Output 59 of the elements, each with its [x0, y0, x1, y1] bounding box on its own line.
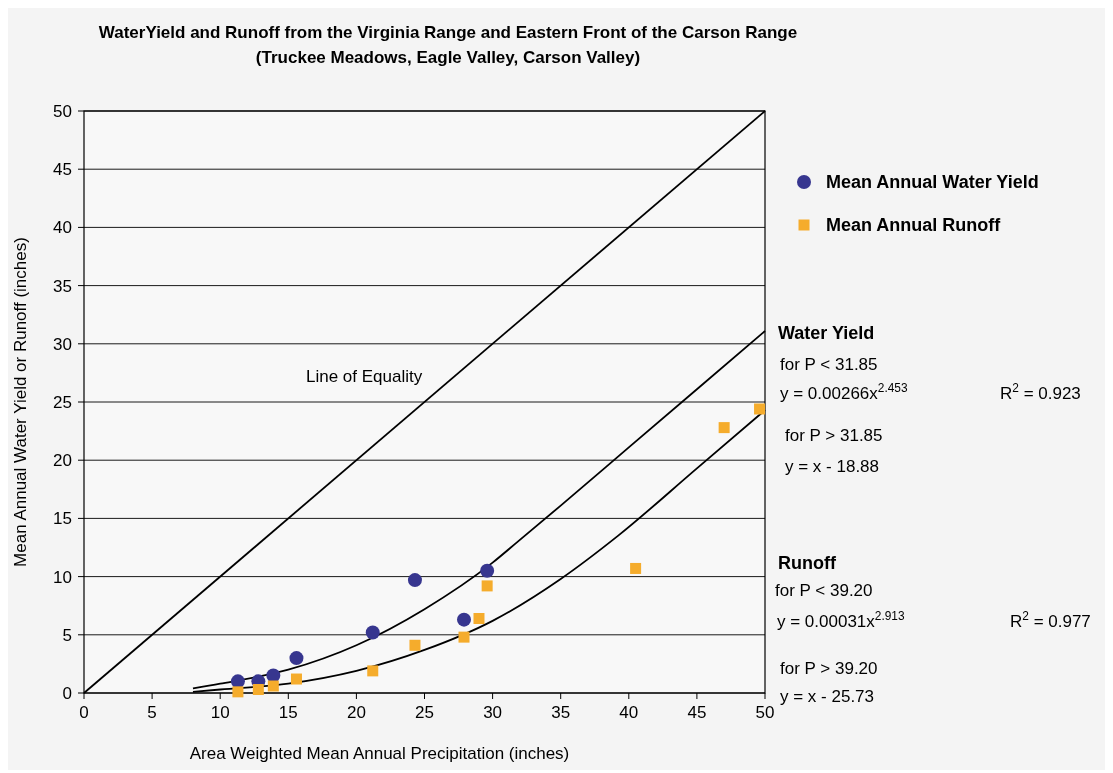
point [630, 562, 642, 574]
y-tick-label: 20 [53, 451, 72, 471]
point [481, 580, 493, 592]
y-tick-label: 0 [62, 684, 72, 703]
point [718, 422, 730, 434]
y-tick-label: 40 [53, 218, 72, 238]
legend-label: Mean Annual Runoff [826, 215, 1002, 235]
point [457, 612, 471, 627]
point [266, 668, 281, 683]
point [754, 403, 766, 415]
y-tick-label: 30 [53, 334, 72, 354]
x-tick-label: 40 [619, 703, 639, 722]
text: R$^{2}$ = 0.923 [1000, 381, 1081, 403]
x-tick-label: 0 [79, 703, 89, 722]
y-tick-label: 10 [53, 567, 72, 587]
point [290, 673, 302, 685]
point [473, 613, 485, 624]
y-axis-title: Mean Annual Water Yield or Runoff (inches) [11, 237, 30, 567]
x-tick-label: 45 [687, 703, 707, 722]
point [480, 563, 495, 578]
x-tick-label: 35 [551, 703, 571, 722]
text: for P > 39.20 [780, 659, 878, 678]
x-tick-label: 5 [147, 703, 157, 722]
chart-subtitle: (Truckee Meadows, Eagle Valley, Carson Valley) [255, 48, 641, 67]
x-tick-label: 20 [346, 703, 366, 722]
x-tick-label: 15 [278, 703, 298, 722]
point [407, 573, 422, 588]
x-axis-title: Area Weighted Mean Annual Precipitation (inches) [189, 744, 570, 763]
x-tick-label: 50 [755, 703, 775, 722]
x-tick-label: 10 [210, 703, 230, 722]
point [289, 651, 304, 666]
x-tick-label: 30 [483, 703, 503, 722]
y-tick-label: 15 [53, 509, 72, 529]
chart-title: WaterYield and Runoff from the Virginia Range and Eastern Front of the Carson Range [98, 23, 798, 42]
y-tick-label: 5 [62, 625, 72, 645]
text: Water Yield [778, 323, 875, 343]
text: y = x - 25.73 [780, 687, 875, 706]
point [367, 665, 379, 677]
text: for P > 31.85 [785, 426, 883, 445]
point [409, 639, 421, 651]
legend-label: Mean Annual Water Yield [826, 172, 1039, 192]
text: y = 0.00031x$^{2.913}$ [777, 609, 905, 631]
y-tick-label: 45 [53, 160, 72, 180]
point [267, 680, 279, 692]
point [458, 631, 470, 643]
point [252, 684, 264, 696]
text: Runoff [778, 553, 837, 573]
point [365, 625, 380, 640]
text: for P < 31.85 [780, 355, 878, 374]
text: y = x - 18.88 [785, 457, 880, 476]
x-tick-label: 25 [415, 703, 434, 722]
y-tick-label: 35 [53, 276, 72, 296]
point [232, 686, 244, 698]
text: for P < 39.20 [775, 581, 873, 600]
annotation: Line of Equality [306, 367, 423, 386]
y-tick-label: 25 [53, 393, 72, 412]
text: y = 0.00266x$^{2.453}$ [780, 381, 908, 403]
y-tick-label: 50 [53, 102, 72, 121]
text: R$^{2}$ = 0.977 [1010, 609, 1091, 631]
